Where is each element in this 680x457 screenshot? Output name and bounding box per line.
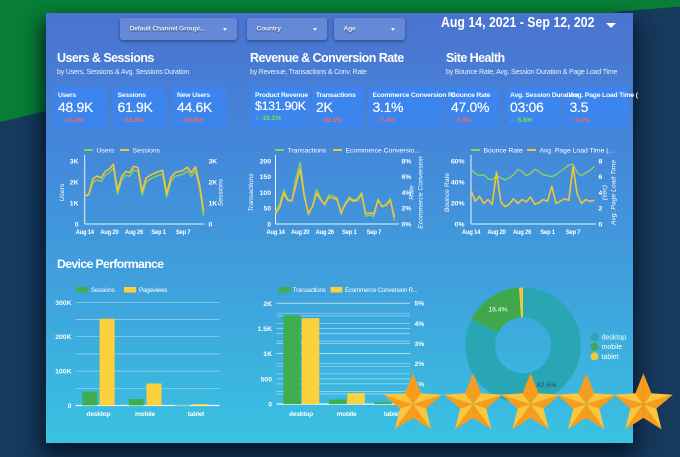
svg-text:0%: 0%: [455, 222, 465, 229]
svg-text:20%: 20%: [451, 201, 465, 208]
svg-text:150: 150: [260, 174, 272, 181]
svg-text:Bounce Rate: Bounce Rate: [444, 173, 451, 213]
svg-text:Transactions: Transactions: [293, 287, 326, 294]
svg-text:desktop: desktop: [602, 335, 627, 342]
svg-text:mobile: mobile: [336, 411, 357, 418]
svg-text:60%: 60%: [451, 159, 465, 166]
svg-text:8%: 8%: [402, 159, 412, 166]
svg-text:desktop: desktop: [289, 411, 313, 418]
svg-text:0: 0: [599, 222, 603, 229]
svg-text:tablet: tablet: [602, 354, 619, 361]
svg-text:3K: 3K: [209, 159, 218, 166]
svg-text:tablet: tablet: [384, 411, 401, 418]
svg-text:4%: 4%: [415, 321, 425, 328]
svg-text:Sep 7: Sep 7: [367, 230, 382, 236]
svg-text:3%: 3%: [415, 341, 425, 348]
svg-text:Aug 26: Aug 26: [125, 230, 144, 236]
svg-text:0: 0: [267, 222, 271, 229]
svg-text:200K: 200K: [55, 334, 71, 341]
svg-text:Users: Users: [97, 148, 115, 155]
svg-text:5%: 5%: [415, 301, 425, 308]
svg-text:4: 4: [599, 190, 603, 197]
svg-text:8: 8: [599, 159, 603, 166]
svg-text:1K: 1K: [263, 351, 272, 358]
svg-text:0: 0: [75, 222, 79, 229]
svg-text:Sep 1: Sep 1: [342, 230, 357, 236]
svg-text:Sep 7: Sep 7: [176, 230, 191, 236]
svg-text:82.5%: 82.5%: [537, 382, 556, 389]
svg-text:Sep 1: Sep 1: [151, 230, 166, 236]
svg-text:2%: 2%: [415, 361, 425, 368]
svg-text:mobile: mobile: [602, 344, 623, 351]
svg-text:Transactions: Transactions: [248, 173, 255, 212]
svg-text:Pageviews: Pageviews: [139, 287, 167, 294]
svg-text:100: 100: [260, 190, 272, 197]
svg-text:40%: 40%: [451, 180, 465, 187]
svg-text:Users: Users: [59, 183, 66, 201]
svg-text:500: 500: [261, 376, 273, 383]
svg-text:0: 0: [268, 402, 272, 409]
svg-text:Bounce Rate: Bounce Rate: [484, 148, 524, 155]
svg-text:1K: 1K: [70, 201, 79, 208]
svg-text:Aug 26: Aug 26: [513, 230, 532, 236]
svg-text:Sessions: Sessions: [218, 178, 225, 206]
svg-text:2: 2: [599, 206, 603, 213]
svg-text:Aug 14: Aug 14: [76, 230, 95, 236]
svg-text:Rate: Rate: [409, 185, 416, 200]
svg-text:Aug 14: Aug 14: [266, 230, 285, 236]
svg-text:1K: 1K: [209, 201, 218, 208]
svg-text:300K: 300K: [55, 300, 71, 307]
svg-text:2K: 2K: [263, 301, 272, 308]
svg-text:Avg. Page Load Time (...: Avg. Page Load Time (...: [540, 148, 615, 155]
svg-text:Sessions: Sessions: [133, 148, 161, 155]
svg-text:Sep 1: Sep 1: [540, 230, 555, 236]
svg-text:6: 6: [599, 174, 603, 181]
svg-text:Ecommerce Conversio...: Ecommerce Conversio...: [346, 148, 421, 155]
svg-text:Transactions: Transactions: [288, 148, 327, 155]
svg-text:1%: 1%: [415, 381, 425, 388]
svg-text:Aug 20: Aug 20: [100, 230, 119, 236]
svg-text:Aug 26: Aug 26: [316, 230, 335, 236]
svg-text:Sessions: Sessions: [91, 287, 115, 294]
svg-text:2K: 2K: [70, 180, 79, 187]
svg-text:0: 0: [68, 403, 72, 410]
svg-text:2%: 2%: [402, 206, 412, 213]
svg-text:100K: 100K: [55, 369, 71, 376]
svg-text:desktop: desktop: [87, 411, 111, 418]
svg-text:tablet: tablet: [188, 411, 205, 418]
svg-text:Aug 20: Aug 20: [487, 230, 506, 236]
svg-text:0%: 0%: [402, 222, 412, 229]
svg-text:3K: 3K: [70, 159, 79, 166]
svg-text:Aug 20: Aug 20: [291, 230, 310, 236]
svg-text:200: 200: [260, 159, 272, 166]
svg-text:4%: 4%: [402, 190, 412, 197]
svg-text:2K: 2K: [209, 180, 218, 187]
svg-text:6%: 6%: [402, 174, 412, 181]
svg-text:Ecommerce Conversion R...: Ecommerce Conversion R...: [345, 287, 418, 294]
svg-text:mobile: mobile: [135, 411, 156, 418]
svg-text:Avg. Page Load Time: Avg. Page Load Time: [611, 160, 618, 226]
svg-text:1.5K: 1.5K: [258, 326, 272, 333]
svg-text:Ecommerce Conversion: Ecommerce Conversion: [418, 156, 425, 229]
svg-text:50: 50: [263, 206, 271, 213]
svg-text:Aug 14: Aug 14: [462, 230, 481, 236]
svg-text:Sep 7: Sep 7: [566, 230, 581, 236]
svg-text:0: 0: [209, 222, 213, 229]
svg-text:(sec): (sec): [602, 185, 609, 200]
svg-text:16.4%: 16.4%: [488, 307, 507, 314]
